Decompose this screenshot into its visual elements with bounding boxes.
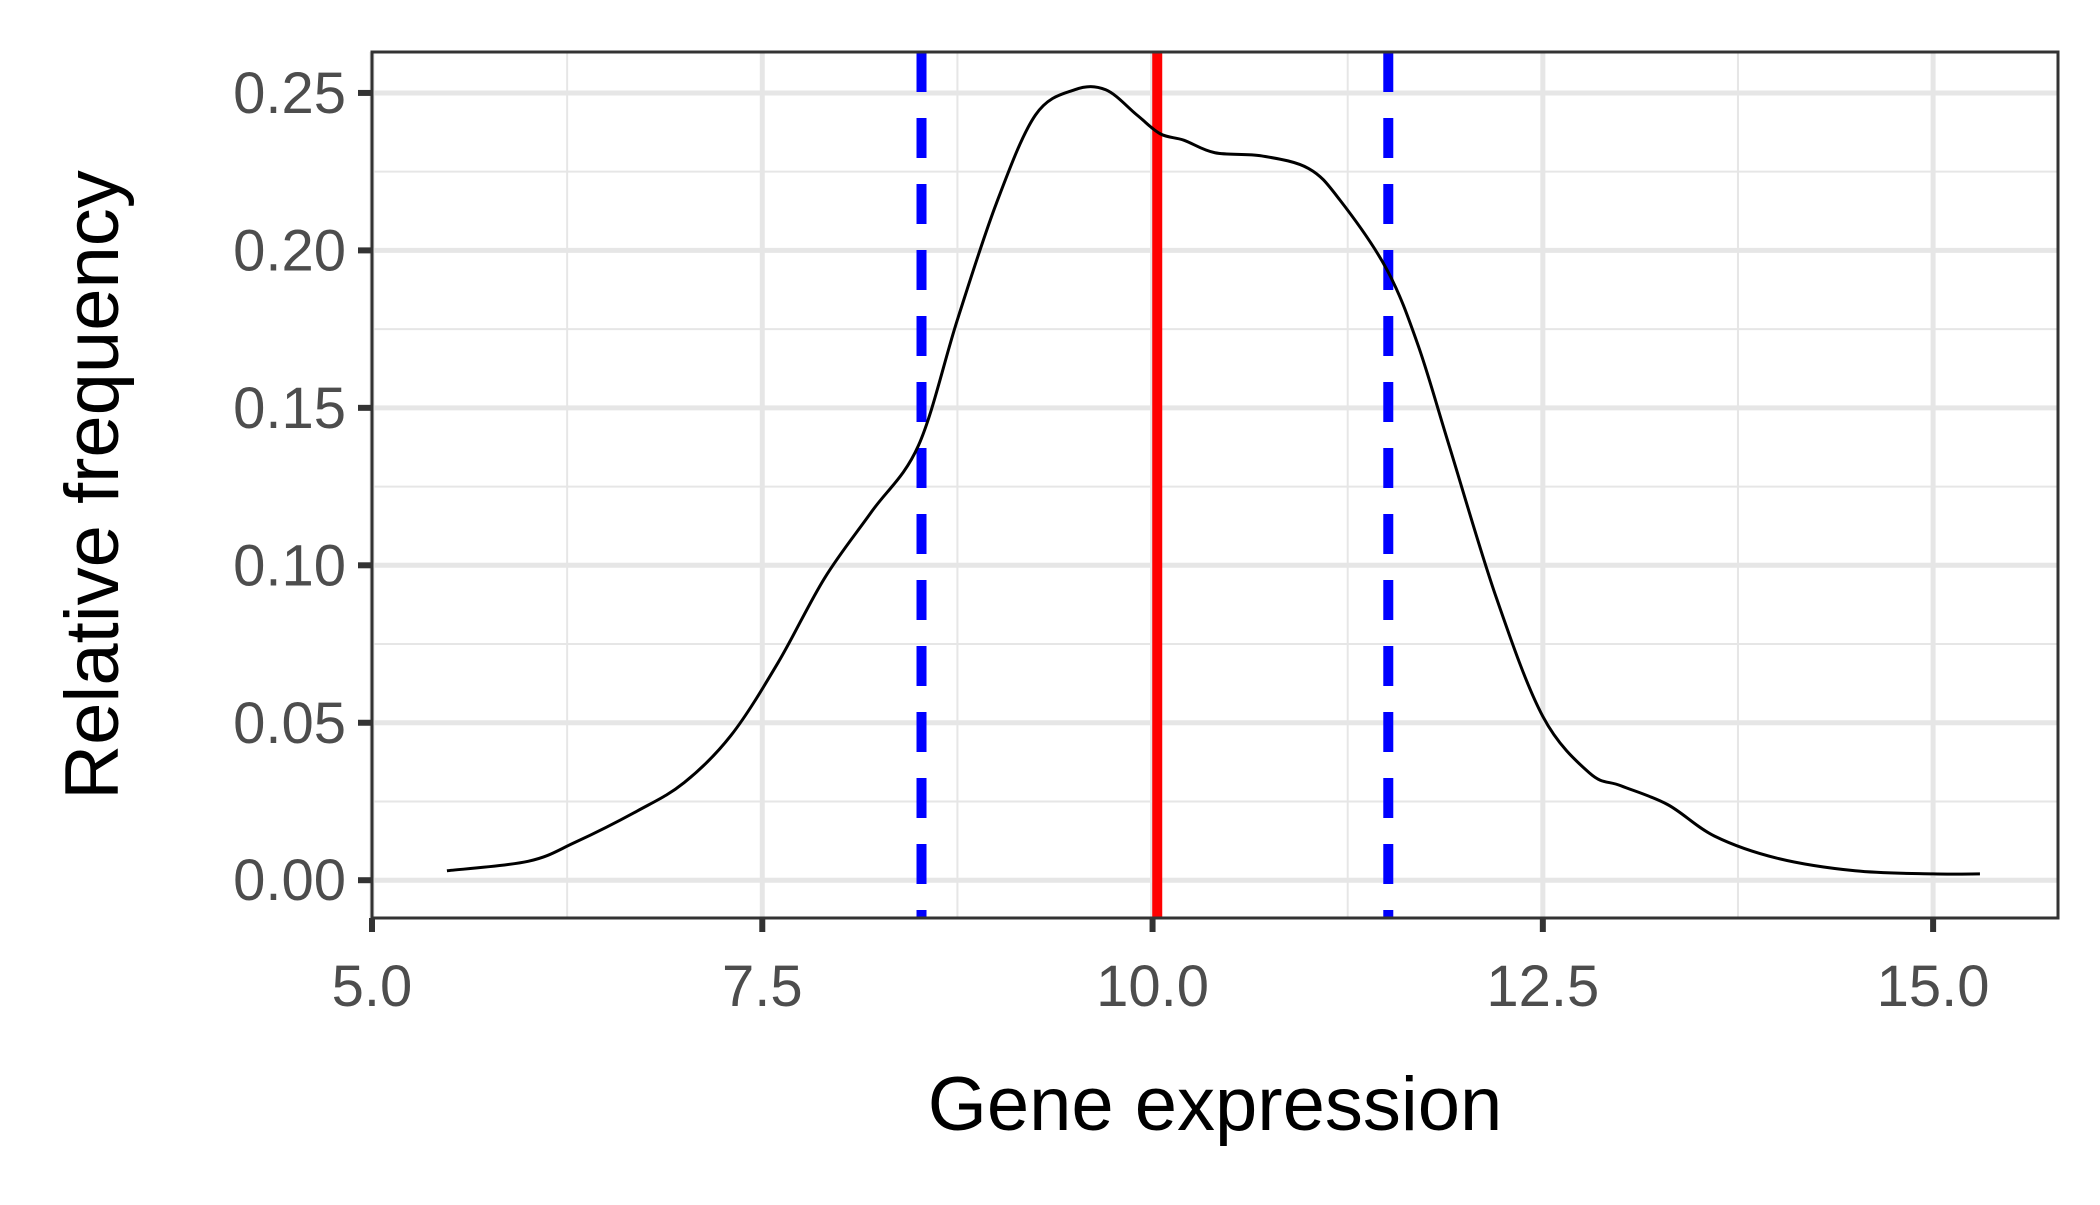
axis-layer: 5.0 7.5 10.0 12.5 15.0 0.00 0.05 0.10 0.15 0.20 0.… <box>233 61 1989 1019</box>
y-tick-label: 0.15 <box>233 376 346 441</box>
panel-border <box>370 50 2060 920</box>
y-tick-label: 0.25 <box>233 61 346 126</box>
x-tick-label: 10.0 <box>1096 954 1209 1019</box>
y-tick-label: 0.05 <box>233 691 346 756</box>
x-tick-label: 7.5 <box>722 954 803 1019</box>
y-tick-label: 0.20 <box>233 218 346 283</box>
y-axis-title: Relative frequency <box>50 170 135 799</box>
y-tick-label: 0.10 <box>233 533 346 598</box>
x-axis-title: Gene expression <box>928 1062 1503 1147</box>
grid-layer <box>369 52 2058 918</box>
density-curve <box>446 85 1980 876</box>
y-tick-label: 0.00 <box>233 848 346 913</box>
vline-layer <box>916 52 1394 918</box>
x-tick-label: 15.0 <box>1877 954 1990 1019</box>
x-tick-label: 12.5 <box>1486 954 1599 1019</box>
x-tick-label: 5.0 <box>332 954 413 1019</box>
curve-layer <box>446 85 1980 876</box>
